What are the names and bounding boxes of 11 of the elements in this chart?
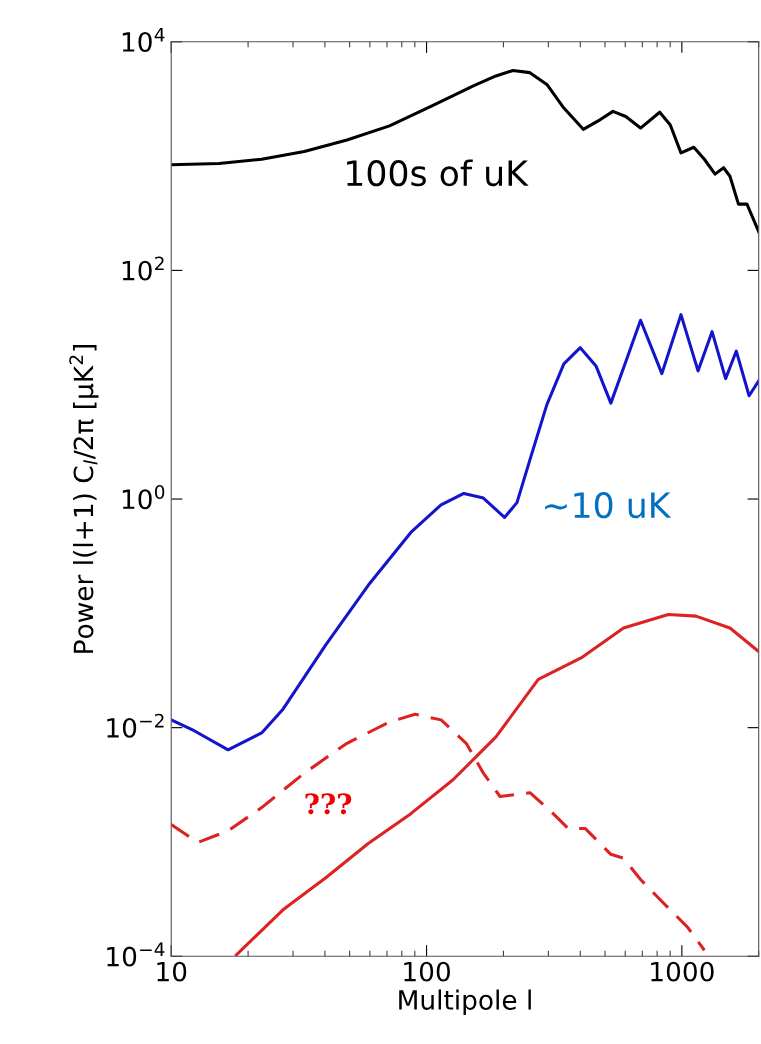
annotation: ??? (305, 793, 352, 815)
x-axis-title: Multipole l (399, 989, 531, 1016)
x-tick-label: 1000 (651, 961, 714, 982)
y-axis-title: Power l(l+1) C$_{l}$/2π [μK$^{2}$] (69, 345, 99, 653)
y-tick-label: 10$^{0}$ (122, 485, 165, 510)
y-tick-label: 10$^{4}$ (122, 28, 165, 52)
annotation: 100s of uK (347, 159, 529, 187)
y-tick-label: 10$^{2}$ (122, 256, 164, 281)
annotation: ~10 uK (545, 491, 672, 519)
y-tick-label: 10$^{−2}$ (107, 713, 164, 738)
x-tick-label: 100 (404, 961, 450, 982)
